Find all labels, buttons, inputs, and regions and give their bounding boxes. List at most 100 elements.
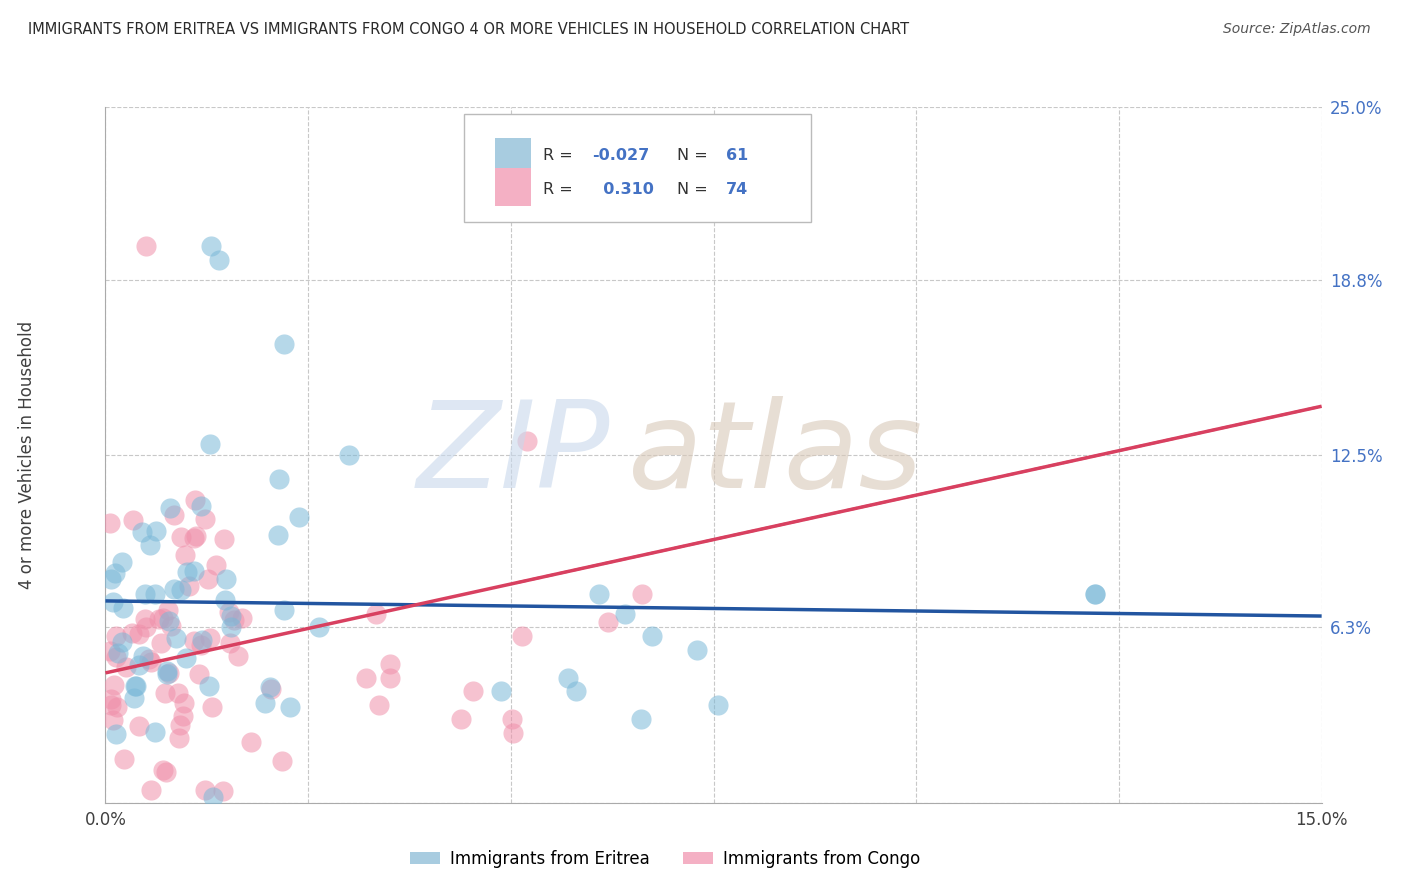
Point (100, 572, 122, 586)
Point (155, 765, 177, 780)
Point (273, 603, 295, 617)
Point (159, 501, 181, 516)
Point (588, 587, 610, 601)
Point (231, 610, 253, 624)
Point (103, 678, 125, 692)
Point (202, 790, 225, 805)
Point (259, 680, 281, 694)
Point (186, 529, 208, 543)
Point (188, 666, 211, 681)
Point (1084, 587, 1107, 601)
Point (139, 538, 162, 552)
Point (177, 579, 200, 593)
Point (378, 671, 401, 685)
Text: 0.310: 0.310 (592, 182, 654, 196)
Point (156, 664, 179, 678)
Point (200, 239, 222, 253)
Point (557, 671, 579, 685)
Point (124, 680, 146, 694)
Point (176, 650, 198, 665)
Point (596, 615, 619, 629)
Point (463, 684, 485, 698)
Point (115, 660, 138, 674)
Point (450, 712, 472, 726)
Y-axis label: 4 or more Vehicles in Household: 4 or more Vehicles in Household (18, 321, 37, 589)
Point (100, 698, 122, 712)
Point (150, 636, 173, 650)
Point (172, 708, 194, 723)
Point (105, 629, 128, 643)
Point (145, 524, 167, 539)
Point (308, 619, 330, 633)
Point (198, 436, 221, 450)
Legend: Immigrants from Eritrea, Immigrants from Congo: Immigrants from Eritrea, Immigrants from… (404, 843, 927, 874)
Point (367, 698, 389, 713)
Point (128, 719, 150, 733)
Point (160, 619, 183, 633)
Point (267, 472, 290, 486)
Point (125, 679, 148, 693)
Point (197, 573, 219, 587)
Point (132, 649, 155, 664)
Text: Source: ZipAtlas.com: Source: ZipAtlas.com (1223, 22, 1371, 37)
Text: 61: 61 (725, 148, 748, 163)
Point (1084, 587, 1107, 601)
Point (198, 679, 221, 693)
Text: N =: N = (678, 148, 713, 163)
Point (101, 713, 124, 727)
Point (337, 448, 360, 462)
Point (165, 631, 187, 645)
Point (98, 644, 121, 658)
Point (163, 508, 186, 523)
Point (134, 612, 156, 626)
Point (614, 607, 637, 621)
Point (183, 565, 205, 579)
Point (630, 712, 652, 726)
Point (111, 634, 134, 648)
Point (128, 627, 150, 641)
Point (201, 700, 224, 714)
Point (112, 752, 135, 766)
Point (190, 638, 212, 652)
Point (134, 587, 156, 601)
Point (214, 593, 236, 607)
Text: ZIP: ZIP (416, 396, 610, 514)
Point (219, 609, 242, 624)
Point (191, 633, 214, 648)
Point (205, 558, 228, 572)
Point (218, 636, 240, 650)
Point (239, 735, 262, 749)
Point (155, 667, 177, 681)
Point (169, 718, 191, 732)
Point (226, 649, 249, 664)
Point (101, 595, 124, 609)
Point (170, 582, 193, 597)
Point (100, 692, 122, 706)
Point (183, 633, 205, 648)
Point (170, 530, 193, 544)
Point (166, 686, 188, 700)
Point (152, 763, 174, 777)
Point (254, 696, 277, 710)
Point (516, 434, 538, 448)
Point (128, 657, 150, 672)
Point (135, 239, 157, 253)
Point (218, 605, 240, 619)
Point (686, 642, 709, 657)
Text: -0.027: -0.027 (592, 148, 650, 163)
Point (156, 603, 179, 617)
Point (278, 699, 301, 714)
Point (198, 631, 221, 645)
Point (260, 681, 283, 696)
FancyBboxPatch shape (495, 168, 531, 206)
Point (190, 499, 212, 513)
Point (706, 698, 728, 713)
Point (105, 699, 128, 714)
Point (194, 512, 217, 526)
Point (173, 696, 195, 710)
Point (641, 629, 664, 643)
Point (364, 607, 387, 621)
Point (271, 754, 294, 768)
Text: R =: R = (543, 182, 578, 196)
Point (122, 512, 145, 526)
